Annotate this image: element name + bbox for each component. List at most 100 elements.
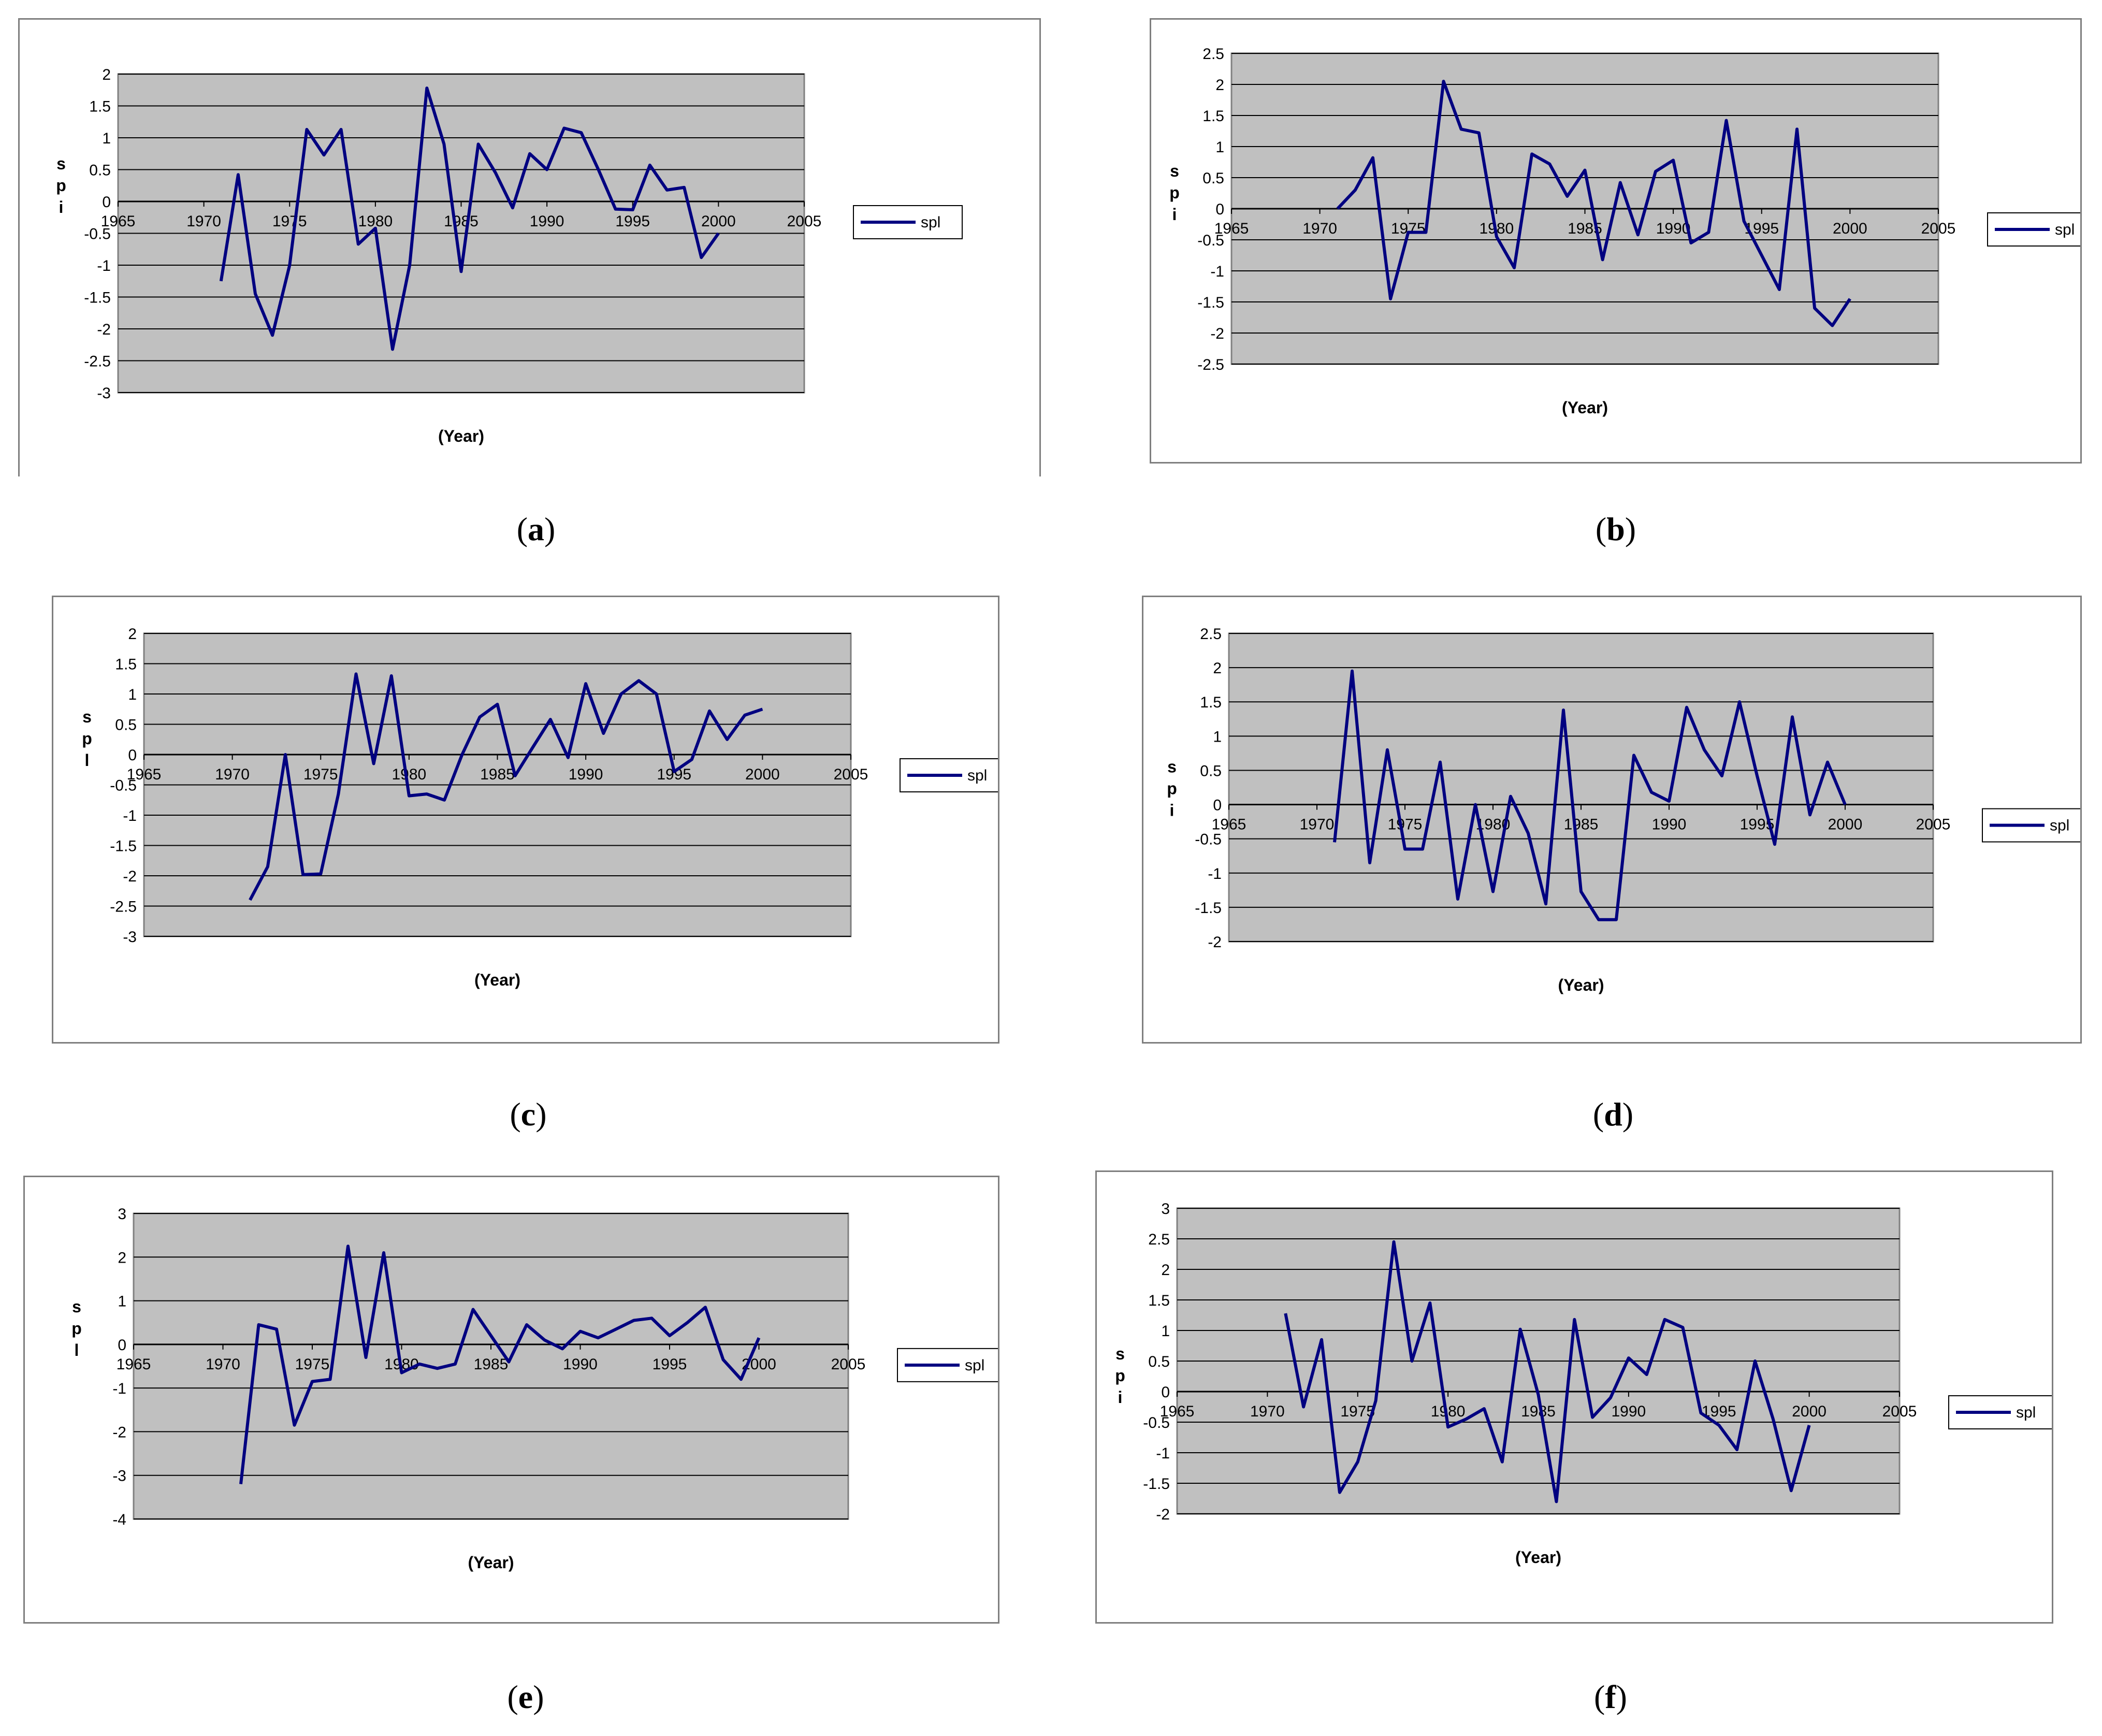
y-tick-label: 0 (1213, 797, 1222, 814)
y-tick-label: 0.5 (1202, 170, 1224, 187)
chart-f: 3 2.5 2 1.5 1 0.5 0 -0.5 -1 -1.5 -2 1965 1970 1975 198… (1095, 1170, 2053, 1624)
x-tick-label: 1995 (615, 213, 650, 230)
chart-e: 3 2 1 0 -1 -2 -3 -4 1965 1970 1975 1980 1985 1990 1995… (23, 1176, 999, 1624)
x-tick-label: 1965 (1160, 1403, 1195, 1420)
y-tick-label: -0.5 (84, 226, 111, 243)
x-tick-label: 2005 (831, 1356, 866, 1373)
y-tick-label: 3 (1161, 1200, 1170, 1218)
y-tick-label: 1 (128, 686, 137, 703)
y-tick-label: 0 (1215, 201, 1224, 218)
x-tick-label: 1990 (530, 213, 564, 230)
x-tick-label: 1975 (1388, 816, 1423, 833)
y-axis-label: s (1170, 162, 1179, 180)
y-axis-label: l (85, 751, 90, 770)
legend-label: spl (2055, 221, 2075, 238)
y-tick-label: -2 (123, 868, 137, 885)
x-tick-label: 2000 (745, 766, 780, 783)
series-line (239, 1245, 761, 1484)
y-tick-label: 1 (102, 130, 111, 147)
x-tick-label: 1990 (1652, 816, 1687, 833)
y-tick-label: 0.5 (115, 717, 137, 734)
y-tick-label: -2 (97, 321, 111, 338)
chart-c: 2 1.5 1 0.5 0 -0.5 -1 -1.5 -2 -2.5 -3 1965 1970 1975 1… (52, 596, 999, 1044)
y-tick-label: -3 (112, 1468, 126, 1485)
x-tick-label: 1970 (1300, 816, 1335, 833)
x-tick-label: 1975 (1340, 1403, 1375, 1420)
y-tick-label: -0.5 (110, 777, 137, 794)
x-tick-label: 1975 (272, 213, 307, 230)
y-tick-label: -3 (97, 385, 111, 402)
y-tick-label: -1 (1208, 865, 1222, 883)
y-tick-label: -2 (1210, 325, 1224, 342)
chart-d: 2.5 2 1.5 1 0.5 0 -0.5 -1 -1.5 -2 1965 1970 1975 1980… (1142, 596, 2082, 1044)
y-tick-label: -1 (112, 1380, 126, 1397)
y-tick-label: -1.5 (84, 290, 111, 307)
x-tick-label: 2000 (1828, 816, 1863, 833)
y-tick-label: 0 (102, 194, 111, 211)
x-tick-label: 2000 (1833, 220, 1867, 237)
x-tick-label: 1965 (117, 1356, 151, 1373)
y-tick-label: 0 (128, 747, 137, 764)
legend-label: spl (921, 214, 940, 231)
y-axis-label: i (59, 198, 64, 216)
x-axis-label: (Year) (1562, 398, 1608, 417)
y-tick-label: -2.5 (1197, 356, 1224, 373)
y-axis-label: s (1167, 758, 1177, 776)
y-tick-label: 0 (1161, 1384, 1170, 1401)
y-tick-label: 1.5 (1148, 1292, 1170, 1309)
y-tick-label: -2 (112, 1424, 126, 1441)
y-tick-label: 1 (1213, 728, 1222, 745)
y-tick-label: 2.5 (1202, 46, 1224, 63)
y-tick-label: -2 (1208, 934, 1222, 951)
y-tick-label: 2 (118, 1249, 126, 1266)
x-tick-label: 1965 (1212, 816, 1246, 833)
chart-f-svg: 3 2.5 2 1.5 1 0.5 0 -0.5 -1 -1.5 -2 1965 1970 1975 198… (1115, 1200, 2052, 1567)
x-tick-label: 1965 (1214, 220, 1249, 237)
series-line (249, 672, 763, 901)
y-tick-label: -1.5 (110, 838, 137, 855)
x-tick-label: 2000 (1792, 1403, 1826, 1420)
y-tick-label: -1 (97, 257, 111, 274)
series-line (1333, 669, 1847, 921)
y-tick-label: 2 (1161, 1262, 1170, 1279)
legend-label: spl (965, 1357, 984, 1374)
y-tick-label: 3 (118, 1206, 126, 1223)
panel-label-d: (d) (1592, 1096, 1634, 1133)
y-tick-label: -1 (123, 807, 137, 824)
legend-label: spl (2016, 1404, 2036, 1421)
y-tick-label: -4 (112, 1511, 126, 1528)
x-tick-label: 1970 (186, 213, 221, 230)
y-tick-label: 0.5 (89, 162, 111, 179)
y-axis-label: s (72, 1297, 81, 1316)
y-tick-label: -3 (123, 929, 137, 946)
x-tick-label: 1990 (1612, 1403, 1646, 1420)
x-tick-label: 2005 (834, 766, 868, 783)
chart-b: 2.5 2 1.5 1 0.5 0 -0.5 -1 -1.5 -2 -2.5 1965 1970 1975… (1150, 18, 2082, 464)
panel-label-b: (b) (1595, 511, 1636, 547)
y-tick-label: 2 (128, 626, 137, 643)
y-tick-label: -1 (1156, 1445, 1170, 1462)
series-line (219, 86, 720, 351)
series-line (1336, 80, 1851, 327)
y-axis-label: s (82, 707, 92, 726)
chart-a-svg: 2 1.5 1 0.5 0 -0.5 -1 -1.5 -2 -2.5 -3 1965 1970 1975 1… (56, 66, 963, 445)
y-axis-label: s (1115, 1344, 1125, 1363)
x-tick-label: 1985 (1564, 816, 1599, 833)
x-tick-label: 2005 (1882, 1403, 1917, 1420)
y-tick-label: 2 (1213, 660, 1222, 677)
y-tick-label: 0.5 (1200, 762, 1222, 779)
y-tick-label: 2 (102, 66, 111, 83)
panel-label-c: (c) (510, 1096, 547, 1133)
y-tick-label: 1 (118, 1293, 126, 1310)
y-tick-label: 1.5 (1200, 694, 1222, 711)
x-tick-label: 1985 (480, 766, 515, 783)
chart-a: 2 1.5 1 0.5 0 -0.5 -1 -1.5 -2 -2.5 -3 1965 1970 1975 1… (18, 18, 1041, 476)
x-axis-label: (Year) (1558, 976, 1604, 994)
chart-c-svg: 2 1.5 1 0.5 0 -0.5 -1 -1.5 -2 -2.5 -3 1965 1970 1975 1… (82, 626, 998, 989)
plot-area (1228, 632, 1934, 943)
y-axis-label: s (56, 154, 66, 173)
x-tick-label: 1970 (215, 766, 250, 783)
y-tick-label: 1 (1161, 1323, 1170, 1340)
